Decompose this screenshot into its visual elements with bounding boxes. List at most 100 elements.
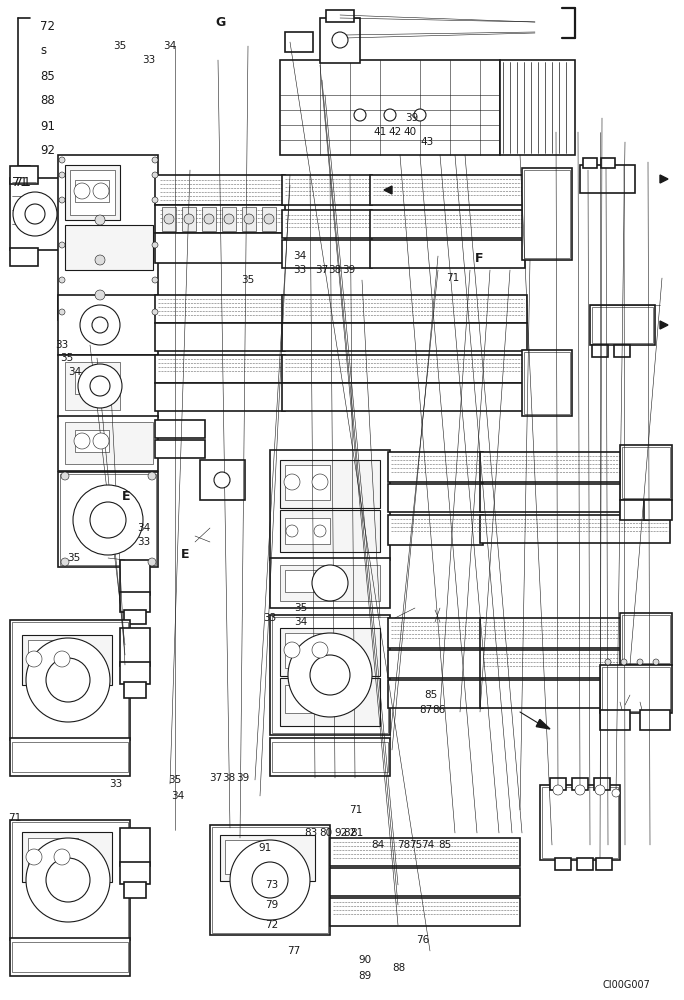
Circle shape: [244, 214, 254, 224]
Bar: [10, 938, 130, 976]
Text: E: E: [181, 548, 189, 562]
Circle shape: [78, 364, 122, 408]
Circle shape: [314, 525, 326, 537]
Circle shape: [73, 485, 143, 555]
Bar: [225, 840, 269, 874]
Bar: [10, 738, 130, 776]
Bar: [60, 474, 156, 565]
Bar: [65, 362, 120, 410]
Circle shape: [74, 433, 90, 449]
Circle shape: [26, 638, 110, 722]
Bar: [614, 345, 630, 357]
Bar: [330, 868, 520, 896]
Bar: [388, 680, 483, 708]
Bar: [500, 60, 575, 155]
Circle shape: [184, 214, 194, 224]
Bar: [155, 383, 285, 411]
Text: 39: 39: [342, 265, 356, 275]
Bar: [155, 175, 285, 205]
Bar: [285, 633, 330, 668]
Bar: [120, 862, 150, 884]
Text: 33: 33: [142, 55, 156, 65]
Bar: [326, 10, 354, 22]
Text: 85: 85: [438, 840, 451, 850]
Circle shape: [95, 290, 105, 300]
Circle shape: [621, 659, 627, 665]
Bar: [602, 667, 670, 711]
Text: 72: 72: [265, 920, 279, 930]
Circle shape: [252, 862, 288, 898]
Bar: [600, 710, 630, 730]
Circle shape: [54, 651, 70, 667]
Text: 89: 89: [358, 971, 371, 981]
Polygon shape: [660, 175, 668, 183]
Bar: [242, 207, 256, 231]
Bar: [120, 828, 150, 866]
Bar: [600, 665, 672, 713]
Bar: [577, 858, 593, 870]
Circle shape: [214, 472, 230, 488]
Bar: [285, 570, 330, 592]
Text: 38: 38: [222, 773, 236, 783]
Bar: [572, 778, 588, 790]
Text: 87: 87: [419, 705, 432, 715]
Bar: [282, 175, 372, 205]
Circle shape: [25, 204, 45, 224]
Circle shape: [80, 305, 120, 345]
Circle shape: [553, 785, 563, 795]
Bar: [22, 832, 112, 882]
Bar: [182, 207, 196, 231]
Circle shape: [152, 197, 158, 203]
Bar: [155, 233, 285, 263]
Circle shape: [59, 197, 65, 203]
Bar: [388, 618, 483, 648]
Bar: [640, 710, 670, 730]
Bar: [58, 295, 158, 355]
Bar: [280, 628, 380, 676]
Text: 71: 71: [15, 176, 31, 188]
Text: 80: 80: [319, 828, 333, 838]
Bar: [601, 158, 615, 168]
Circle shape: [284, 642, 300, 658]
Bar: [75, 430, 109, 452]
Bar: [10, 248, 38, 266]
Bar: [155, 420, 205, 438]
Bar: [280, 60, 500, 155]
Circle shape: [54, 849, 70, 865]
Circle shape: [414, 109, 426, 121]
Bar: [388, 515, 483, 545]
Text: 90: 90: [358, 955, 371, 965]
Circle shape: [653, 659, 659, 665]
Text: 88: 88: [392, 963, 406, 973]
Bar: [370, 175, 525, 205]
Text: 35: 35: [113, 41, 127, 51]
Circle shape: [59, 277, 65, 283]
Circle shape: [152, 309, 158, 315]
Circle shape: [59, 172, 65, 178]
Circle shape: [637, 659, 643, 665]
Bar: [480, 515, 670, 543]
Circle shape: [59, 309, 65, 315]
Bar: [285, 685, 330, 713]
Bar: [388, 650, 483, 678]
Circle shape: [61, 558, 69, 566]
Bar: [282, 240, 372, 268]
Bar: [200, 460, 245, 500]
Bar: [212, 827, 328, 933]
Text: 78: 78: [397, 840, 410, 850]
Circle shape: [148, 558, 156, 566]
Bar: [65, 422, 153, 464]
Circle shape: [164, 214, 174, 224]
Circle shape: [93, 183, 109, 199]
Circle shape: [26, 651, 42, 667]
Text: 74: 74: [421, 840, 434, 850]
Bar: [124, 610, 146, 624]
Text: 71: 71: [349, 805, 363, 815]
Text: 71: 71: [12, 176, 28, 188]
Circle shape: [59, 157, 65, 163]
Bar: [620, 500, 648, 520]
Circle shape: [312, 565, 348, 601]
Text: 37: 37: [209, 773, 222, 783]
Circle shape: [312, 474, 328, 490]
Bar: [522, 168, 572, 260]
